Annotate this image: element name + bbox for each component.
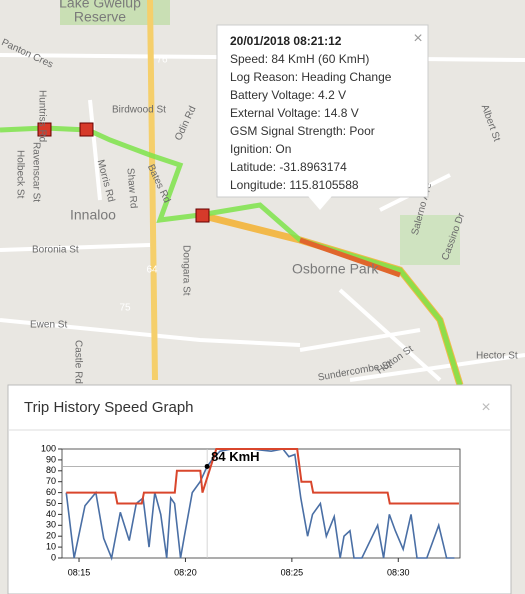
- y-tick-label: 80: [46, 465, 56, 475]
- annotation-point: [204, 463, 210, 469]
- annotation-label: 84 KmH: [211, 449, 259, 464]
- map-label: Ravenscar St: [30, 142, 41, 202]
- series-line: [65, 448, 455, 561]
- map-label: Dongara St: [180, 245, 191, 296]
- close-button[interactable]: ×: [413, 30, 422, 47]
- popup-line: Longitude: 115.8105588: [230, 178, 359, 192]
- y-tick-label: 60: [46, 487, 56, 497]
- map-label: Innaloo: [70, 207, 116, 223]
- stop-marker: [195, 208, 210, 223]
- map-label: Boronia St: [32, 245, 79, 256]
- close-button[interactable]: ×: [481, 399, 490, 416]
- x-tick-label: 08:25: [281, 567, 304, 577]
- popup-title: 20/01/2018 08:21:12: [230, 34, 342, 48]
- popup-line: Speed: 84 KmH (60 KmH): [230, 52, 369, 66]
- popup-line: Latitude: -31.8963174: [230, 160, 347, 174]
- y-tick-label: 50: [46, 498, 56, 508]
- freeway: [147, 0, 158, 381]
- map-label: Lake Gwelup: [59, 0, 141, 11]
- park: [400, 215, 460, 265]
- map-label: Holbeck St: [14, 150, 25, 199]
- map-label: Hector St: [476, 351, 518, 362]
- map-label: Castle Rd: [72, 340, 83, 384]
- map-label: Ewen St: [30, 320, 67, 331]
- y-tick-label: 100: [41, 443, 56, 453]
- popup-line: External Voltage: 14.8 V: [230, 106, 359, 120]
- stop-marker: [37, 122, 52, 137]
- x-tick-label: 08:20: [174, 567, 197, 577]
- x-tick-label: 08:30: [387, 567, 410, 577]
- y-tick-label: 70: [46, 476, 56, 486]
- stop-marker: [79, 122, 94, 137]
- map-label: Shaw Rd: [124, 168, 138, 209]
- y-tick-label: 30: [46, 520, 56, 530]
- road-shield: 75: [119, 303, 131, 314]
- x-tick-label: 08:15: [68, 567, 91, 577]
- y-tick-label: 40: [46, 509, 56, 519]
- popup-line: Ignition: On: [230, 142, 291, 156]
- popup-line: GSM Signal Strength: Poor: [230, 124, 375, 138]
- y-tick-label: 20: [46, 531, 56, 541]
- popup: 20/01/2018 08:21:12 × Speed: 84 KmH (60 …: [216, 24, 429, 210]
- panel-title: Trip History Speed Graph: [24, 399, 194, 416]
- y-tick-label: 10: [46, 541, 56, 551]
- y-tick-label: 0: [51, 552, 56, 562]
- popup-line: Log Reason: Heading Change: [230, 70, 392, 84]
- popup-box: [216, 24, 429, 198]
- route-fast: [299, 237, 401, 278]
- popup-line: Battery Voltage: 4.2 V: [230, 88, 346, 102]
- map-label: Birdwood St: [112, 105, 166, 116]
- popup-pointer: [308, 196, 332, 210]
- panel: Trip History Speed Graph ×: [7, 384, 512, 594]
- panel-box: [7, 384, 512, 594]
- road-shield: 64: [146, 265, 158, 276]
- road-shield: 76: [156, 55, 168, 66]
- series-line: [66, 448, 459, 505]
- y-tick-label: 90: [46, 454, 56, 464]
- map-label: Huntriss Rd: [36, 90, 47, 142]
- map-label: Reserve: [74, 9, 126, 25]
- map-label: Osborne Park: [292, 261, 379, 277]
